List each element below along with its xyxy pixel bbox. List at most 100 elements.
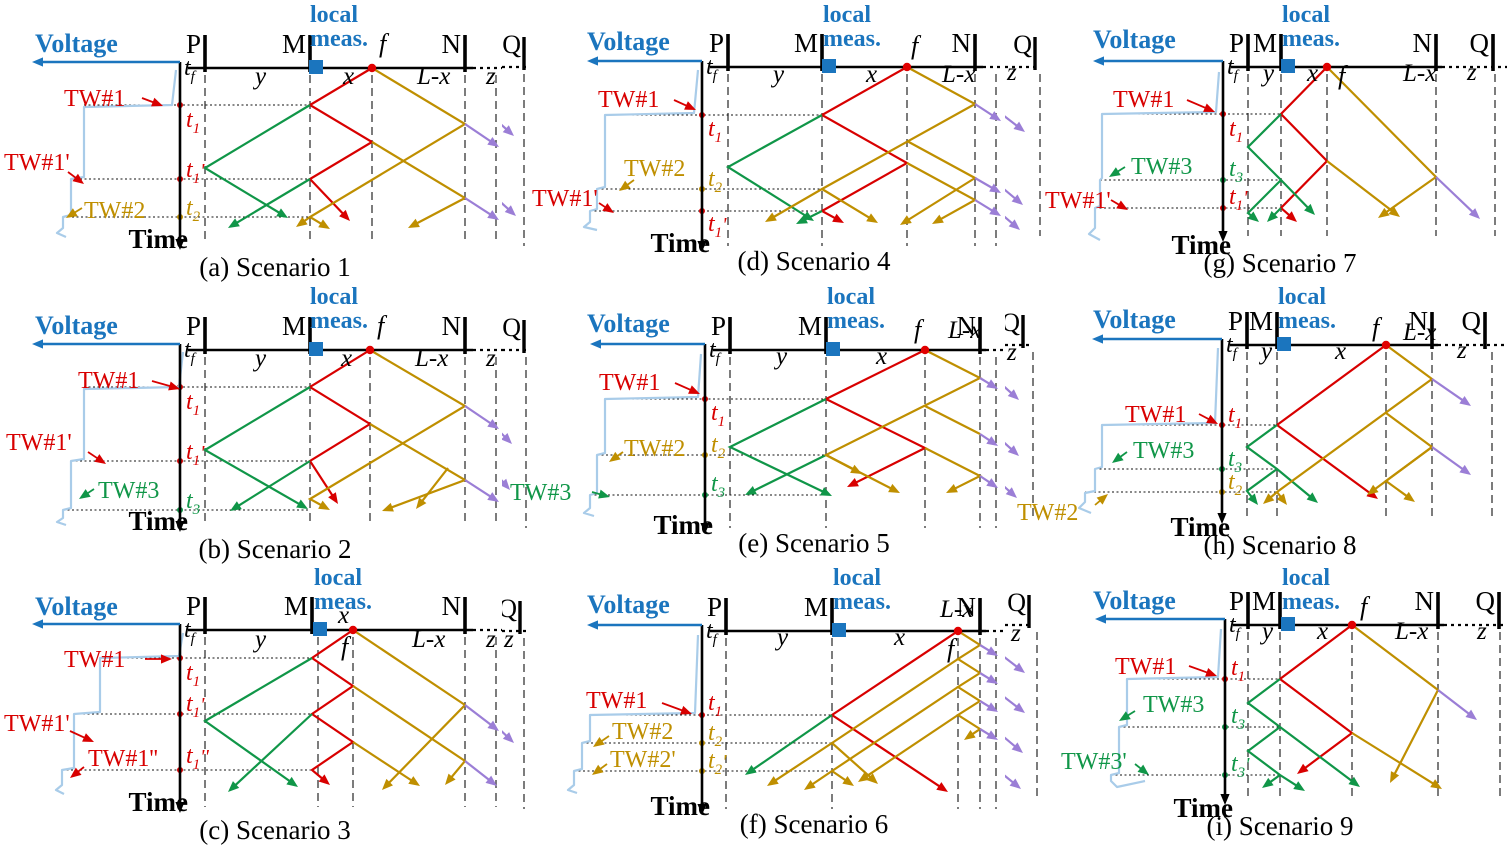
voltage-waveform <box>1109 628 1223 789</box>
voltage-waveform <box>582 69 700 232</box>
bus-label-p: P <box>186 591 201 621</box>
bus-label-q: Q <box>1476 586 1496 616</box>
voltage-label: Voltage <box>1093 305 1176 334</box>
wave-red-arrowhead <box>339 209 350 221</box>
fault-label: f <box>947 634 958 663</box>
wave-yellow-arrowhead <box>866 213 878 223</box>
tw-pointer-arrow-arrowhead <box>151 97 163 107</box>
time-axis-arrowhead <box>1220 794 1230 805</box>
time-label-t1: t1 <box>708 690 722 720</box>
tw-pointer-arrow-arrowhead <box>598 489 610 499</box>
wave-purple <box>464 704 494 728</box>
voltage-axis-arrowhead <box>590 339 601 349</box>
bleed-purple-arrow-arrowhead <box>502 125 514 136</box>
tw-pointer-arrow <box>674 382 694 392</box>
bus-label-n: N <box>952 28 972 58</box>
tw-pointer-arrow-arrowhead <box>1109 167 1121 177</box>
bus-label-m: M <box>798 311 822 341</box>
wave-yellow-arrowhead <box>318 500 330 510</box>
wave-yellow-arrowhead <box>408 218 420 228</box>
wave-red-arrowhead <box>847 477 859 487</box>
wave-yellow-arrowhead <box>866 773 878 784</box>
tw-label: TW#1' <box>1045 188 1111 214</box>
bus-label-n: N <box>1415 586 1435 616</box>
wave-purple <box>1431 378 1466 403</box>
wave-yellow <box>420 467 449 504</box>
tf-label: tf <box>1226 332 1239 362</box>
wave-yellow <box>371 141 468 226</box>
bus-label-n: N <box>442 29 462 59</box>
wave-red-arrowhead <box>328 492 338 504</box>
tw-label: TW#2 <box>624 156 685 182</box>
bleed-q-label: Q <box>502 30 521 59</box>
wave-yellow <box>1384 446 1433 499</box>
caption: (g) Scenario 7 <box>1204 248 1357 278</box>
wave-green <box>202 104 311 215</box>
fault-label: f <box>377 311 388 340</box>
wave-yellow-arrowhead <box>804 780 816 790</box>
dist-label-lx: L-x <box>941 61 975 88</box>
bleed-purple-arrow-arrowhead <box>502 432 512 444</box>
tw-label: TW#1' <box>6 430 72 456</box>
time-label-t1: t1 <box>711 400 725 430</box>
tw-label: TW#3 <box>1131 154 1192 180</box>
local-meas-label-line2: meas. <box>833 589 891 615</box>
wave-purple-arrowhead <box>986 730 998 740</box>
tw-label: TW#1' <box>4 711 70 737</box>
fault-dot <box>953 626 963 636</box>
bleed-purple-arrow-arrowhead <box>502 732 514 743</box>
wave-yellow <box>864 714 959 779</box>
wave-yellow-arrowhead <box>1430 779 1442 789</box>
time-axis-label: Time <box>129 224 189 254</box>
tw-label: TW#1'' <box>88 746 158 772</box>
fault-dot <box>920 345 930 355</box>
time-axis-arrowhead <box>1218 231 1228 242</box>
bleed-q-label: Q <box>502 594 517 623</box>
dist-label-y: y <box>252 63 267 90</box>
bleed-purple-arrow-arrowhead <box>1005 487 1017 498</box>
bus-label-n: N <box>442 591 462 621</box>
bus-label-q: Q <box>1462 306 1482 336</box>
wave-purple <box>464 760 492 782</box>
dist-label-z: z <box>485 626 496 653</box>
tf-label: tf <box>184 337 197 367</box>
time-label-t1': t1' <box>186 691 205 721</box>
dist-label-z: z <box>1476 618 1487 645</box>
wave-yellow <box>831 742 873 780</box>
voltage-axis-arrowhead <box>32 339 43 349</box>
bleed-purple-arrow <box>1005 115 1020 128</box>
tw-pointer-arrow-arrowhead <box>684 101 696 110</box>
bus-label-p: P <box>707 592 722 622</box>
wave-yellow <box>831 770 849 783</box>
wave-yellow <box>1351 732 1436 786</box>
voltage-waveform <box>55 69 178 239</box>
tw-pointer-arrow-arrowhead <box>161 654 172 664</box>
bus-label-n: N <box>1409 306 1429 336</box>
bus-label-m: M <box>284 591 308 621</box>
bleed-purple-arrow <box>1005 696 1020 709</box>
caption: (f) Scenario 6 <box>740 809 888 839</box>
bus-label-m: M <box>1252 586 1276 616</box>
wave-yellow <box>924 405 981 435</box>
wave-purple <box>974 177 995 190</box>
fault-dot <box>1347 620 1357 630</box>
time-label-t1'': t1'' <box>186 743 209 773</box>
bus-label-m: M <box>282 29 306 59</box>
time-label-t2: t2 <box>708 720 723 750</box>
local-meas-label-line1: local <box>827 284 875 310</box>
time-label-t1': t1' <box>186 157 205 187</box>
tw-pointer-arrow <box>661 702 685 713</box>
wave-yellow-arrowhead <box>1263 493 1275 504</box>
wave-green <box>751 454 827 493</box>
wave-purple-arrowhead <box>989 206 1001 216</box>
tw-label: TW#1 <box>64 86 125 112</box>
bleed-z-label: z <box>1010 620 1021 647</box>
wave-yellow-arrowhead <box>765 212 777 222</box>
wave-yellow-arrowhead <box>964 729 976 740</box>
tw-pointer-arrow-arrowhead <box>82 733 94 742</box>
bleed-purple-arrow <box>502 201 511 212</box>
tw-label: TW#3 <box>98 478 159 504</box>
wave-yellow <box>955 630 983 737</box>
